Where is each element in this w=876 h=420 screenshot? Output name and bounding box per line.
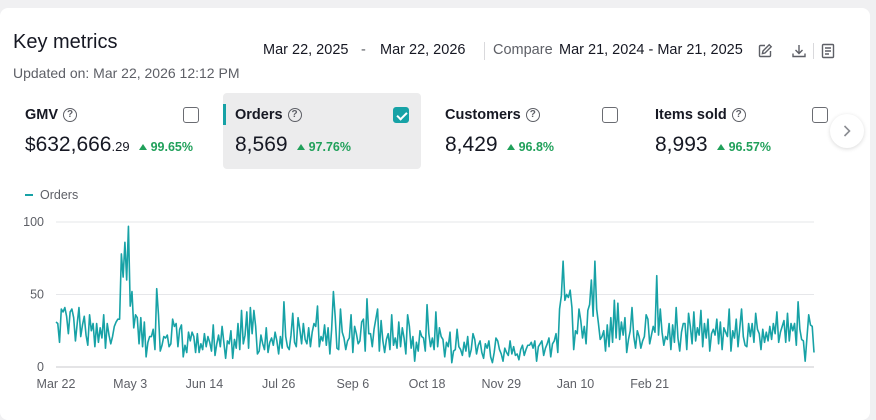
x-tick-label: Oct 18 — [409, 377, 446, 391]
legend-swatch — [25, 194, 33, 196]
compare-date-range[interactable]: Mar 21, 2024 - Mar 21, 2025 — [559, 42, 743, 58]
legend-label: Orders — [40, 188, 79, 202]
metric-label: Customers? — [445, 107, 540, 123]
y-tick-label: 50 — [30, 288, 44, 302]
metric-checkbox-orders[interactable] — [393, 107, 409, 123]
key-metrics-card — [0, 8, 870, 420]
compare-label: Compare — [493, 42, 553, 58]
edit-icon[interactable] — [757, 43, 773, 59]
x-tick-label: Sep 6 — [337, 377, 370, 391]
metric-value: 8,569 97.76% — [235, 133, 351, 156]
download-icon[interactable] — [791, 43, 807, 59]
page-title: Key metrics — [13, 31, 118, 53]
metric-checkbox-gmv[interactable] — [183, 107, 199, 123]
divider — [484, 42, 485, 60]
next-metrics-button[interactable] — [830, 114, 864, 148]
date-range-end[interactable]: Mar 22, 2026 — [380, 42, 466, 58]
selected-indicator — [223, 104, 226, 125]
delta-badge: 96.8% — [507, 140, 554, 154]
help-icon[interactable]: ? — [731, 108, 746, 122]
delta-badge: 97.76% — [297, 140, 351, 154]
x-tick-label: May 3 — [113, 377, 147, 391]
metric-card-items-sold[interactable]: Items sold? 8,993 96.57% — [655, 93, 853, 169]
report-icon[interactable] — [820, 43, 836, 59]
metric-card-orders[interactable]: Orders? 8,569 97.76% — [223, 93, 421, 169]
date-range-separator: - — [361, 42, 366, 58]
x-tick-label: Jan 10 — [557, 377, 595, 391]
orders-series-line — [55, 225, 815, 364]
metric-checkbox-items-sold[interactable] — [812, 107, 828, 123]
x-tick-label: Mar 22 — [37, 377, 76, 391]
chevron-right-icon — [843, 125, 851, 137]
metric-value: 8,993 96.57% — [655, 133, 771, 156]
help-icon[interactable]: ? — [287, 108, 302, 122]
metric-card-customers[interactable]: Customers? 8,429 96.8% — [445, 93, 643, 169]
metric-value: 8,429 96.8% — [445, 133, 555, 156]
help-icon[interactable]: ? — [525, 108, 540, 122]
y-tick-label: 0 — [37, 360, 44, 374]
x-tick-label: Jun 14 — [186, 377, 224, 391]
y-tick-label: 100 — [23, 215, 44, 229]
x-tick-label: Jul 26 — [262, 377, 295, 391]
metric-label: Items sold? — [655, 107, 746, 123]
x-tick-label: Feb 21 — [630, 377, 669, 391]
delta-badge: 99.65% — [139, 140, 193, 154]
updated-timestamp: Updated on: Mar 22, 2026 12:12 PM — [13, 65, 240, 81]
help-icon[interactable]: ? — [63, 108, 78, 122]
metric-label: GMV? — [25, 107, 78, 123]
metric-label: Orders? — [235, 107, 302, 123]
x-tick-label: Nov 29 — [481, 377, 521, 391]
delta-badge: 96.57% — [717, 140, 771, 154]
metric-card-gmv[interactable]: GMV? $632,666.29 99.65% — [25, 93, 223, 169]
date-range-start[interactable]: Mar 22, 2025 — [263, 42, 349, 58]
chart-legend: Orders — [25, 188, 78, 202]
divider — [813, 43, 814, 59]
metric-value: $632,666.29 99.65% — [25, 133, 193, 156]
metric-checkbox-customers[interactable] — [602, 107, 618, 123]
